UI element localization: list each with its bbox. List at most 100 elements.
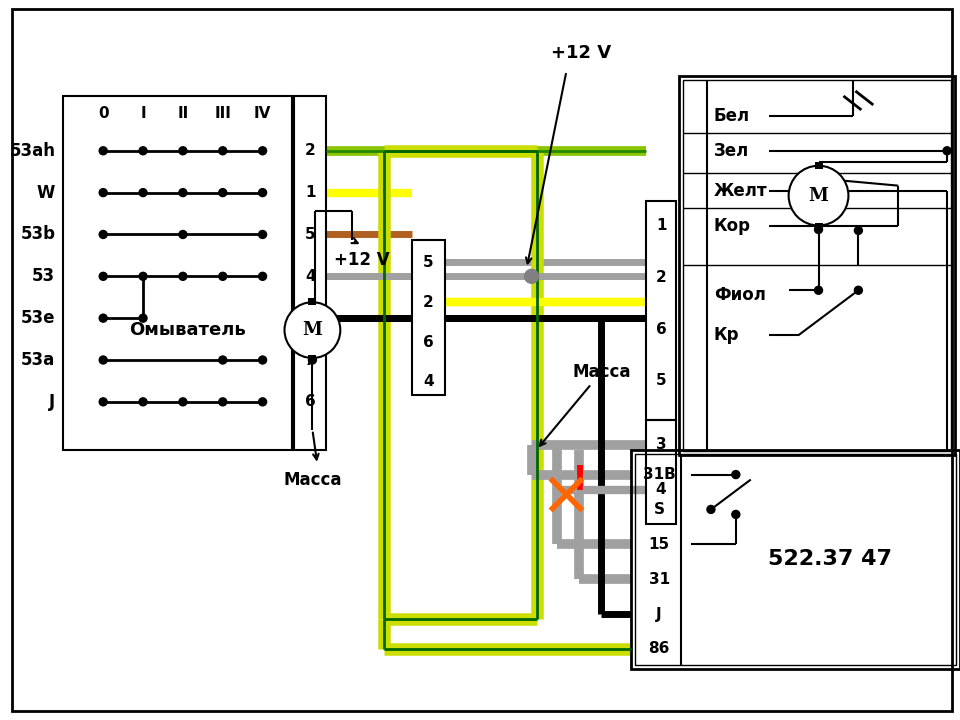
Circle shape (219, 356, 227, 364)
Text: 53e: 53e (21, 309, 56, 327)
Circle shape (99, 314, 108, 322)
Text: Масса: Масса (572, 363, 631, 381)
Text: Омыватель: Омыватель (130, 321, 247, 339)
Bar (646, 201, 676, 420)
Circle shape (99, 356, 108, 364)
Text: 3: 3 (656, 437, 666, 452)
Text: 2: 2 (656, 270, 666, 285)
Circle shape (707, 505, 715, 513)
Bar (308, 298, 317, 305)
Text: 31B: 31B (643, 467, 676, 482)
Circle shape (179, 189, 187, 197)
Bar (814, 222, 823, 230)
Circle shape (814, 287, 823, 294)
Circle shape (179, 147, 187, 155)
Bar (308, 355, 317, 362)
Circle shape (258, 398, 267, 406)
Text: +12 V: +12 V (334, 251, 390, 269)
Circle shape (99, 272, 108, 280)
Circle shape (258, 189, 267, 197)
Circle shape (139, 272, 147, 280)
Text: M: M (302, 321, 323, 339)
Text: J: J (657, 606, 662, 621)
Text: M: M (808, 186, 828, 204)
Bar (632, 450, 960, 669)
Circle shape (308, 356, 317, 364)
Circle shape (788, 166, 849, 225)
Circle shape (99, 230, 108, 238)
Text: 5: 5 (656, 374, 666, 388)
Text: 53b: 53b (20, 225, 56, 243)
Text: 522.37 47: 522.37 47 (769, 549, 893, 570)
Bar (679, 76, 955, 454)
Circle shape (99, 398, 108, 406)
Text: 53: 53 (33, 267, 56, 285)
Circle shape (732, 471, 740, 479)
Text: 3: 3 (305, 310, 316, 325)
Text: Кр: Кр (714, 326, 739, 344)
Text: 31: 31 (649, 572, 670, 587)
Circle shape (258, 147, 267, 155)
Bar (636, 454, 956, 665)
Circle shape (179, 272, 187, 280)
Circle shape (179, 230, 187, 238)
Text: 1: 1 (305, 185, 316, 200)
Circle shape (139, 398, 147, 406)
Circle shape (943, 147, 951, 155)
Circle shape (732, 510, 740, 518)
Text: Желт: Желт (714, 181, 768, 199)
Text: 7: 7 (305, 353, 316, 367)
Text: Фиол: Фиол (714, 287, 766, 305)
Circle shape (99, 189, 108, 197)
Text: 2: 2 (423, 294, 434, 310)
Circle shape (219, 147, 227, 155)
Circle shape (854, 287, 862, 294)
Text: 86: 86 (648, 642, 670, 657)
Text: 6: 6 (305, 395, 316, 410)
Bar (646, 420, 676, 524)
Text: 53a: 53a (21, 351, 56, 369)
Bar (63, 96, 293, 450)
Circle shape (179, 398, 187, 406)
Text: Масса: Масса (283, 471, 342, 489)
Text: 0: 0 (98, 107, 108, 122)
Text: W: W (37, 184, 56, 202)
Circle shape (139, 314, 147, 322)
Circle shape (139, 189, 147, 197)
Text: Бел: Бел (714, 107, 750, 125)
Circle shape (284, 302, 340, 358)
Text: S: S (654, 502, 664, 517)
Text: 2: 2 (305, 143, 316, 158)
Circle shape (219, 398, 227, 406)
Text: 4: 4 (305, 269, 316, 284)
Circle shape (854, 227, 862, 235)
Text: 53ah: 53ah (10, 142, 56, 160)
Text: 5: 5 (305, 227, 316, 242)
Text: III: III (214, 107, 231, 122)
Circle shape (99, 147, 108, 155)
Text: IV: IV (253, 107, 272, 122)
Circle shape (524, 269, 539, 283)
Text: +12 V: +12 V (551, 44, 612, 62)
Text: 4: 4 (423, 374, 434, 390)
Text: 6: 6 (423, 335, 434, 350)
Text: 6: 6 (656, 322, 666, 337)
Text: Кор: Кор (714, 217, 751, 235)
Circle shape (139, 147, 147, 155)
Text: I: I (140, 107, 146, 122)
Text: Зел: Зел (714, 142, 749, 160)
Bar (814, 162, 823, 168)
Bar (412, 240, 444, 395)
Circle shape (814, 225, 823, 233)
Bar (295, 96, 326, 450)
Text: 5: 5 (423, 255, 434, 270)
Circle shape (219, 189, 227, 197)
Text: 1: 1 (656, 218, 666, 233)
Text: II: II (178, 107, 188, 122)
Bar (683, 80, 951, 451)
Circle shape (258, 230, 267, 238)
Circle shape (219, 272, 227, 280)
Text: J: J (49, 393, 56, 411)
Circle shape (258, 272, 267, 280)
Text: 15: 15 (649, 537, 670, 552)
